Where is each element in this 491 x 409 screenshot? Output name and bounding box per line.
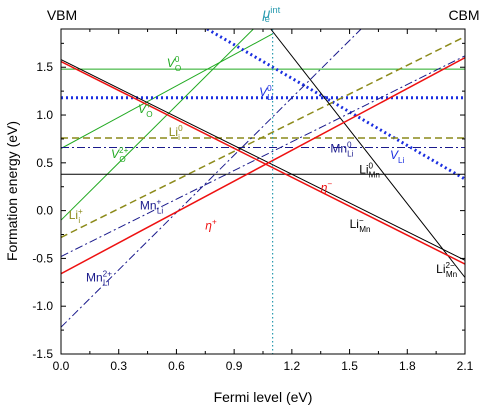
y-tick-label: -0.5 bbox=[32, 251, 53, 265]
defect-label-6: Li0 i bbox=[169, 124, 183, 142]
series-line-7 bbox=[61, 35, 465, 239]
y-axis-title: Formation energy (eV) bbox=[4, 121, 20, 261]
series-line-9 bbox=[61, 55, 465, 257]
defect-label-12: Li− Mn bbox=[350, 216, 371, 234]
series-layer bbox=[61, 29, 465, 328]
defect-label-2: V+ O bbox=[138, 101, 153, 119]
defect-label-5: VLi bbox=[390, 148, 405, 165]
y-tick-label: 0.0 bbox=[36, 204, 53, 218]
annotation-layer: V0 O V+ O V2+ O V0 Li VLi Li0 i Li+ i Mn0 Li Mn+ Li Mn2+ L… bbox=[69, 5, 457, 287]
defect-label-3: V2+ O bbox=[111, 146, 129, 164]
defect-label-13: Li2− Mn bbox=[436, 261, 457, 279]
defect-label-1: V0 O bbox=[167, 55, 181, 73]
series-line-15 bbox=[61, 60, 465, 265]
y-tick-label: -1.5 bbox=[32, 347, 53, 361]
series-line-14 bbox=[61, 57, 465, 275]
defect-label-14: η+ bbox=[205, 218, 217, 233]
x-tick-label: 0.6 bbox=[168, 359, 185, 373]
y-tick-label: -1.0 bbox=[32, 299, 53, 313]
x-tick-label: 1.2 bbox=[284, 359, 301, 373]
defect-label-7: Li+ i bbox=[69, 207, 83, 225]
defect-label-8: Mn0 Li bbox=[330, 140, 353, 158]
x-tick-label: 1.8 bbox=[399, 359, 416, 373]
series-line-2 bbox=[61, 33, 273, 149]
series-line-13 bbox=[270, 29, 465, 278]
x-tick-label: 0.0 bbox=[53, 359, 70, 373]
defect-label-9: Mn+ Li bbox=[140, 198, 163, 216]
vbm-label: VBM bbox=[47, 7, 77, 23]
y-tick-label: 1.0 bbox=[36, 108, 53, 122]
series-line-10 bbox=[61, 29, 362, 328]
axes-layer: 0.0 0.3 0.6 0.9 1.2 1.5 1.8 2.1 -1.5 -1.0 -0.5 0.0 0… bbox=[32, 29, 474, 373]
x-axis-title: Fermi level (eV) bbox=[214, 389, 313, 405]
cbm-label: CBM bbox=[448, 7, 479, 23]
defect-label-15: η− bbox=[321, 180, 333, 195]
y-tick-label: 1.5 bbox=[36, 60, 53, 74]
y-tick-label: 0.5 bbox=[36, 156, 53, 170]
x-tick-label: 0.9 bbox=[226, 359, 243, 373]
series-line-5 bbox=[206, 29, 465, 181]
x-tick-label: 0.3 bbox=[110, 359, 127, 373]
defect-label-11: Li0 Mn bbox=[359, 161, 380, 179]
x-tick-label: 1.5 bbox=[341, 359, 358, 373]
plot-frame bbox=[60, 28, 466, 355]
mu-e-int-label: μint e bbox=[262, 5, 281, 25]
series-line-12 bbox=[61, 59, 465, 261]
defect-label-4: V0 Li bbox=[259, 84, 274, 102]
x-tick-label: 2.1 bbox=[457, 359, 474, 373]
defect-label-10: Mn2+ Li bbox=[86, 269, 112, 287]
series-line-3 bbox=[61, 29, 254, 221]
